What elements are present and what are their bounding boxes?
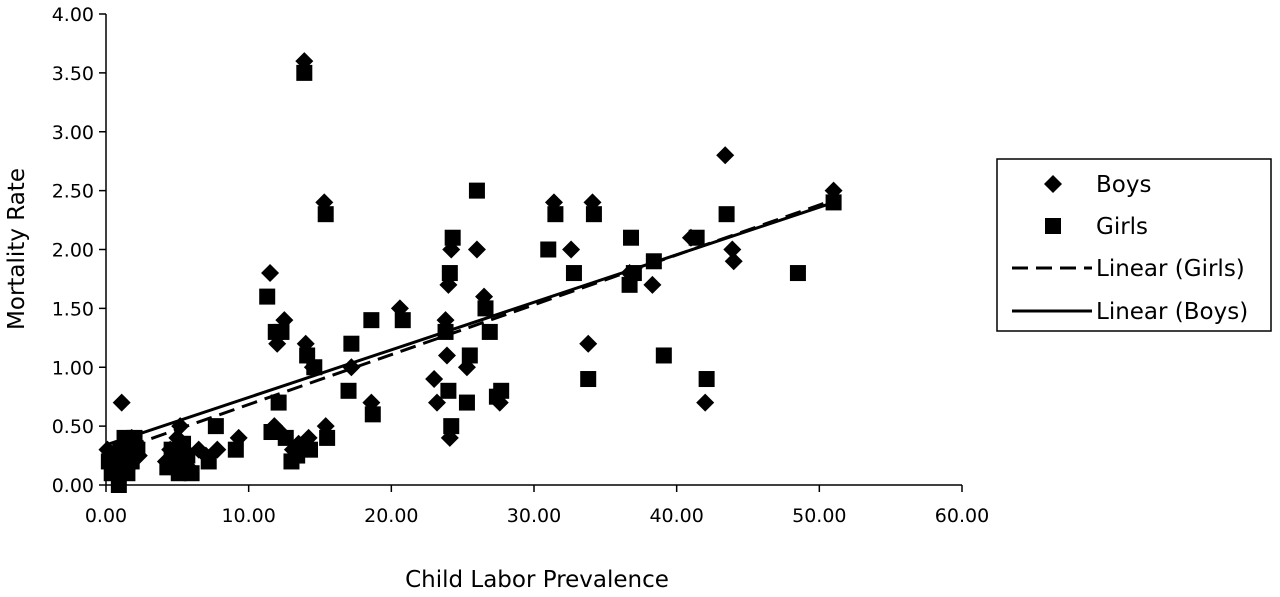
legend-label: Girls bbox=[1096, 214, 1148, 240]
boys-point bbox=[724, 252, 743, 271]
data-points bbox=[98, 52, 843, 493]
girls-point bbox=[270, 394, 287, 411]
girls-point bbox=[547, 206, 564, 223]
girls-point bbox=[789, 265, 806, 282]
y-tick-label: 0.00 bbox=[52, 475, 94, 497]
girls-point bbox=[363, 312, 380, 329]
girls-point bbox=[343, 335, 360, 352]
girls-point bbox=[565, 265, 582, 282]
trendline-boys bbox=[105, 200, 835, 447]
girls-point bbox=[443, 418, 460, 435]
legend-label: Boys bbox=[1096, 172, 1151, 198]
x-axis-title: Child Labor Prevalence bbox=[405, 567, 669, 593]
x-tick-label: 30.00 bbox=[507, 505, 561, 527]
y-tick-label: 3.00 bbox=[52, 122, 94, 144]
boys-point bbox=[112, 393, 131, 412]
y-axis-title: Mortality Rate bbox=[4, 168, 30, 330]
y-tick-label: 2.00 bbox=[52, 240, 94, 262]
girls-point bbox=[183, 465, 200, 482]
girls-point bbox=[645, 253, 662, 270]
boys-point bbox=[467, 240, 486, 259]
x-tick-label: 50.00 bbox=[792, 505, 846, 527]
girls-point bbox=[394, 312, 411, 329]
boys-point bbox=[696, 393, 715, 412]
girls-point bbox=[540, 241, 557, 258]
y-tick-label: 1.00 bbox=[52, 357, 94, 379]
girls-point bbox=[461, 347, 478, 364]
trendline-girls bbox=[105, 198, 835, 456]
girls-point bbox=[468, 182, 485, 199]
girls-point bbox=[317, 206, 334, 223]
girls-point bbox=[441, 265, 458, 282]
legend-label: Linear (Girls) bbox=[1096, 256, 1245, 282]
boys-point bbox=[437, 346, 456, 365]
girls-point bbox=[277, 429, 294, 446]
girls-point bbox=[296, 64, 313, 81]
x-axis-ticks: 0.00 10.00 20.00 30.00 40.00 50.00 60.00 bbox=[85, 485, 989, 527]
boys-point bbox=[562, 240, 581, 259]
legend-girls-marker bbox=[1045, 218, 1061, 234]
girls-point bbox=[623, 229, 640, 246]
girls-point bbox=[306, 359, 323, 376]
x-tick-label: 0.00 bbox=[85, 505, 127, 527]
girls-point bbox=[718, 206, 735, 223]
x-tick-label: 60.00 bbox=[935, 505, 989, 527]
legend-box bbox=[996, 158, 1272, 332]
boys-point bbox=[716, 146, 735, 165]
girls-point bbox=[200, 453, 217, 470]
legend-label: Linear (Boys) bbox=[1096, 299, 1248, 325]
boys-point bbox=[579, 334, 598, 353]
girls-point bbox=[458, 394, 475, 411]
girls-point bbox=[655, 347, 672, 364]
boys-point bbox=[171, 417, 190, 436]
girls-point bbox=[129, 441, 146, 458]
x-tick-label: 10.00 bbox=[221, 505, 275, 527]
girls-point bbox=[170, 465, 187, 482]
y-axis-ticks: 0.00 0.50 1.00 1.50 2.00 2.50 3.00 3.50 4.00 bbox=[52, 4, 106, 497]
girls-point bbox=[444, 229, 461, 246]
girls-point bbox=[477, 300, 494, 317]
girls-point bbox=[340, 382, 357, 399]
series-girls bbox=[100, 64, 842, 493]
girls-point bbox=[289, 447, 306, 464]
boys-point bbox=[643, 275, 662, 294]
boys-point bbox=[261, 264, 280, 283]
girls-point bbox=[273, 323, 290, 340]
y-tick-label: 4.00 bbox=[52, 4, 94, 26]
girls-point bbox=[364, 406, 381, 423]
y-tick-label: 0.50 bbox=[52, 416, 94, 438]
girls-point bbox=[585, 206, 602, 223]
boys-point bbox=[425, 370, 444, 389]
boys-point bbox=[723, 240, 742, 259]
girls-point bbox=[319, 429, 336, 446]
girls-point bbox=[263, 424, 280, 441]
girls-point bbox=[688, 229, 705, 246]
y-tick-label: 3.50 bbox=[52, 63, 94, 85]
girls-point bbox=[493, 382, 510, 399]
trendlines bbox=[105, 198, 835, 456]
girls-point bbox=[259, 288, 276, 305]
legend-boys-marker bbox=[1044, 175, 1062, 193]
girls-point bbox=[580, 371, 597, 388]
boys-point bbox=[342, 358, 361, 377]
girls-point bbox=[698, 371, 715, 388]
girls-point bbox=[825, 194, 842, 211]
x-tick-label: 40.00 bbox=[649, 505, 703, 527]
y-tick-label: 1.50 bbox=[52, 298, 94, 320]
girls-point bbox=[437, 323, 454, 340]
girls-point bbox=[302, 441, 319, 458]
girls-point bbox=[227, 441, 244, 458]
legend: Boys Girls Linear (Girls) Linear (Boys) bbox=[996, 158, 1272, 332]
girls-point bbox=[481, 323, 498, 340]
girls-point bbox=[440, 382, 457, 399]
girls-point bbox=[625, 265, 642, 282]
girls-point bbox=[179, 447, 196, 464]
y-tick-label: 2.50 bbox=[52, 181, 94, 203]
axes bbox=[105, 14, 962, 486]
girls-point bbox=[207, 418, 224, 435]
x-tick-label: 20.00 bbox=[364, 505, 418, 527]
